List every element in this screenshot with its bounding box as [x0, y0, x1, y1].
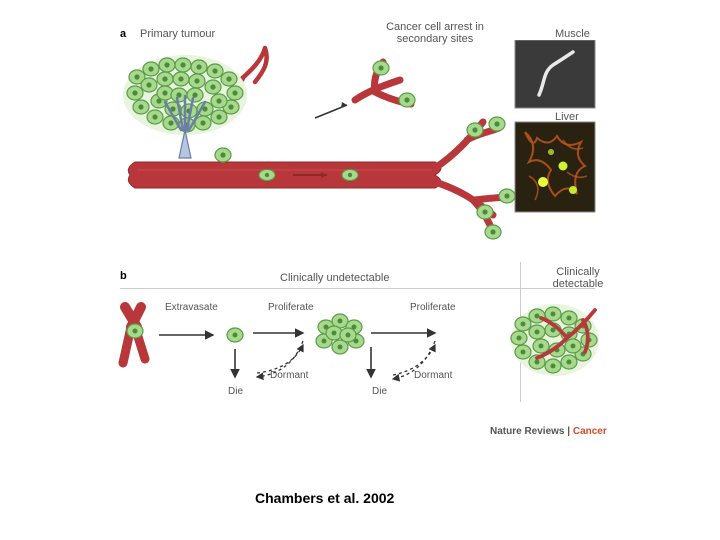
panel-a-figure	[115, 40, 600, 240]
panel-a-label: a	[120, 28, 126, 40]
citation: Chambers et al. 2002	[255, 490, 394, 506]
credit-brand: Cancer	[573, 426, 607, 437]
panel-b-label: b	[120, 270, 127, 282]
undetectable-label: Clinically undetectable	[280, 272, 389, 284]
panel-b-topbar	[120, 288, 595, 289]
credit-line: Nature Reviews | Cancer	[490, 426, 607, 437]
credit-pre: Nature Reviews |	[490, 426, 573, 437]
muscle-label: Muscle	[555, 28, 590, 40]
detectable-label: Clinically detectable	[548, 266, 608, 290]
primary-tumour-label: Primary tumour	[140, 28, 215, 40]
panel-b-figure	[115, 295, 600, 415]
